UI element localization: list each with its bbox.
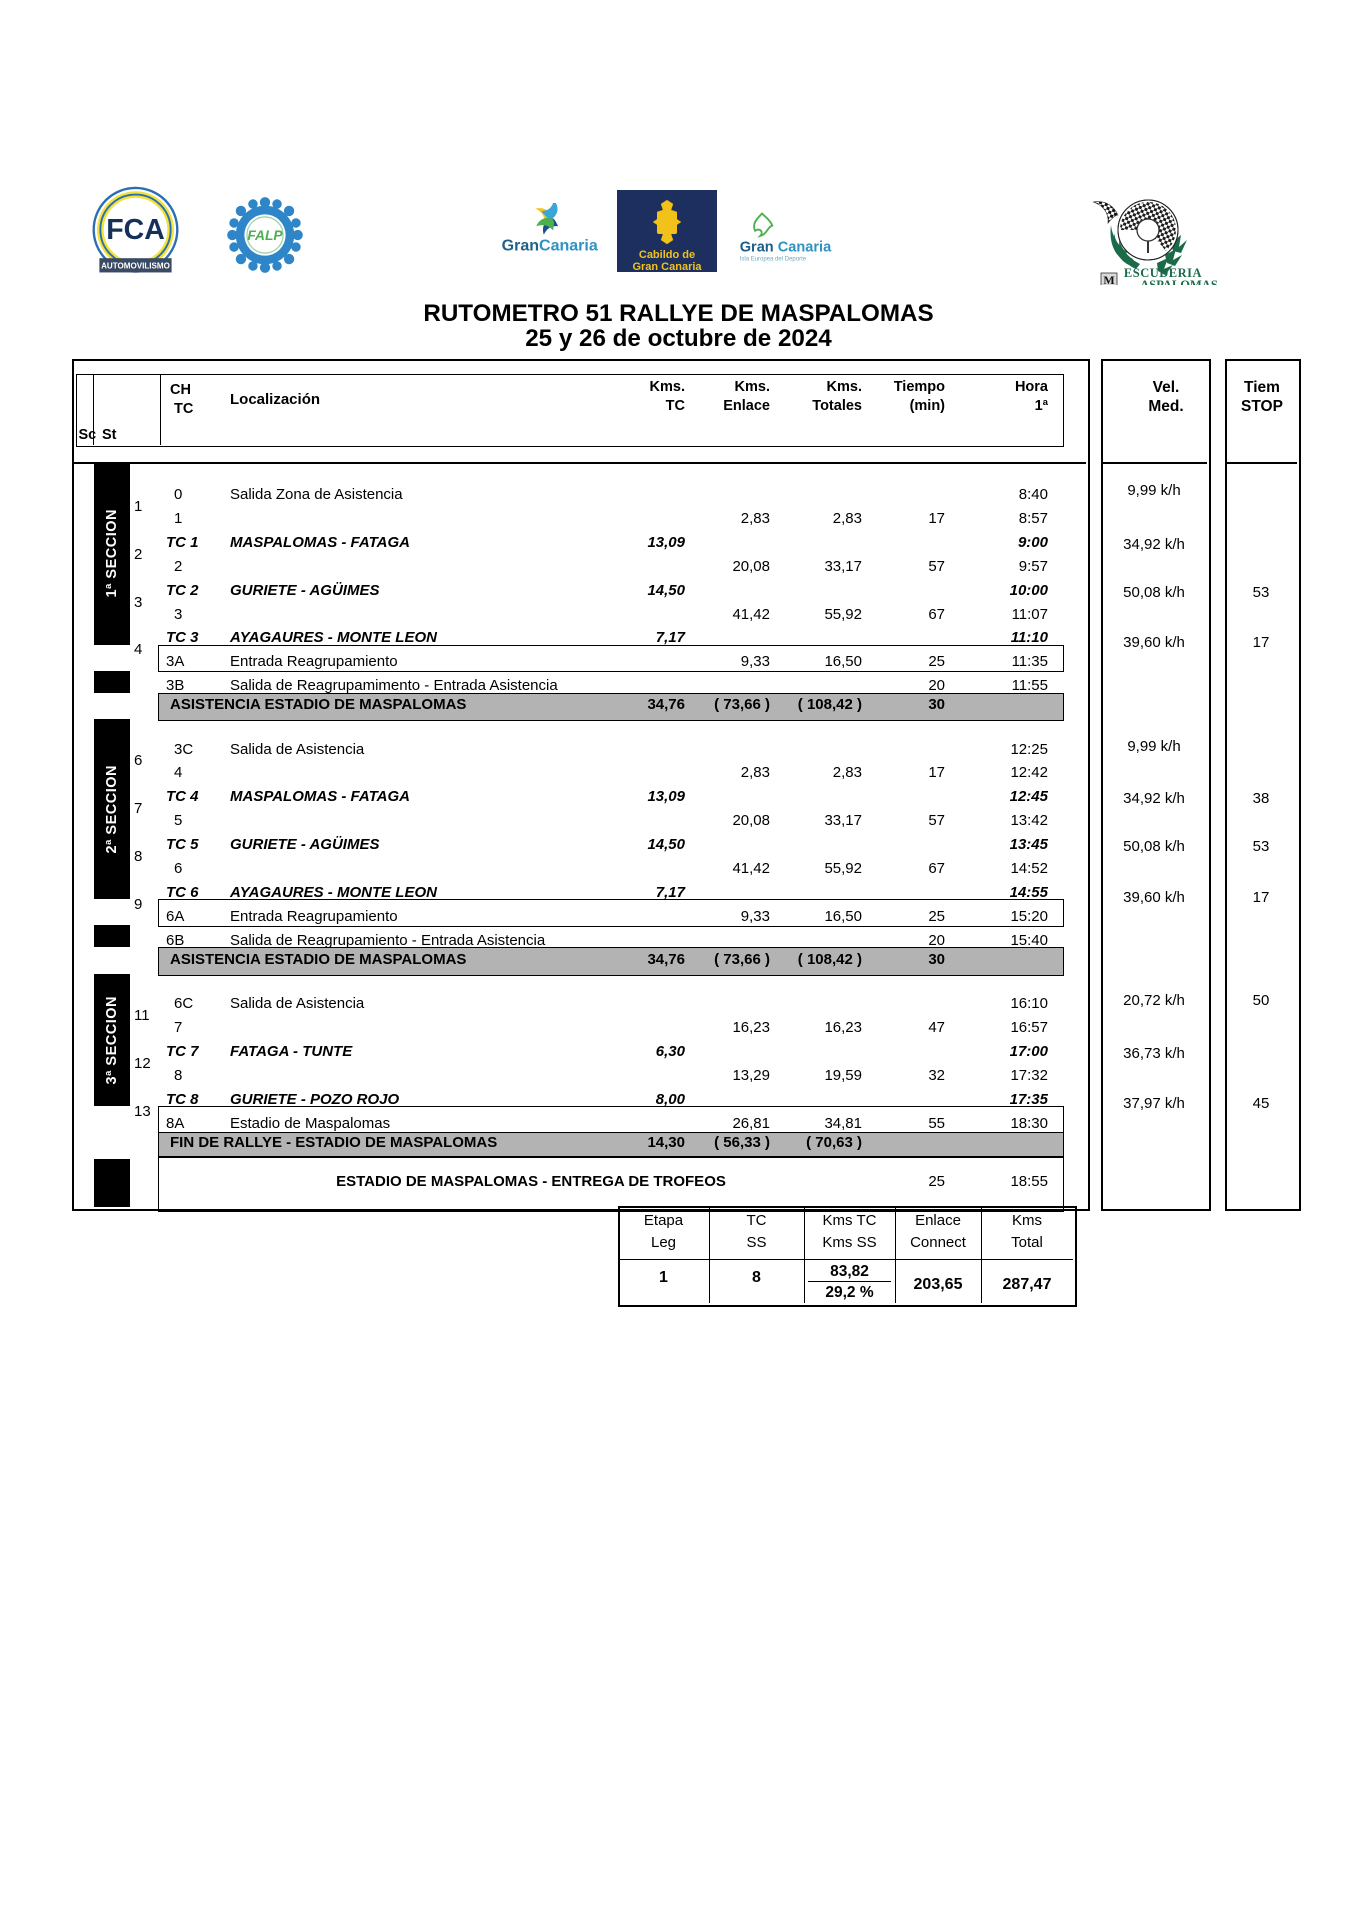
- svg-text:Cabildo de: Cabildo de: [639, 249, 695, 261]
- svg-text:Isla Europea del Deporte: Isla Europea del Deporte: [740, 257, 807, 263]
- svg-text:FCA: FCA: [106, 214, 165, 246]
- svg-text:M: M: [1103, 273, 1114, 285]
- svg-text:FALP: FALP: [247, 228, 283, 243]
- svg-text:AUTOMOVILISMO: AUTOMOVILISMO: [101, 262, 170, 271]
- svg-text:ASPALOMAS: ASPALOMAS: [1140, 278, 1218, 285]
- svg-text:Gran Canaria: Gran Canaria: [740, 239, 832, 255]
- svg-text:Gran Canaria: Gran Canaria: [632, 261, 702, 272]
- svg-text:GranCanaria: GranCanaria: [502, 238, 598, 255]
